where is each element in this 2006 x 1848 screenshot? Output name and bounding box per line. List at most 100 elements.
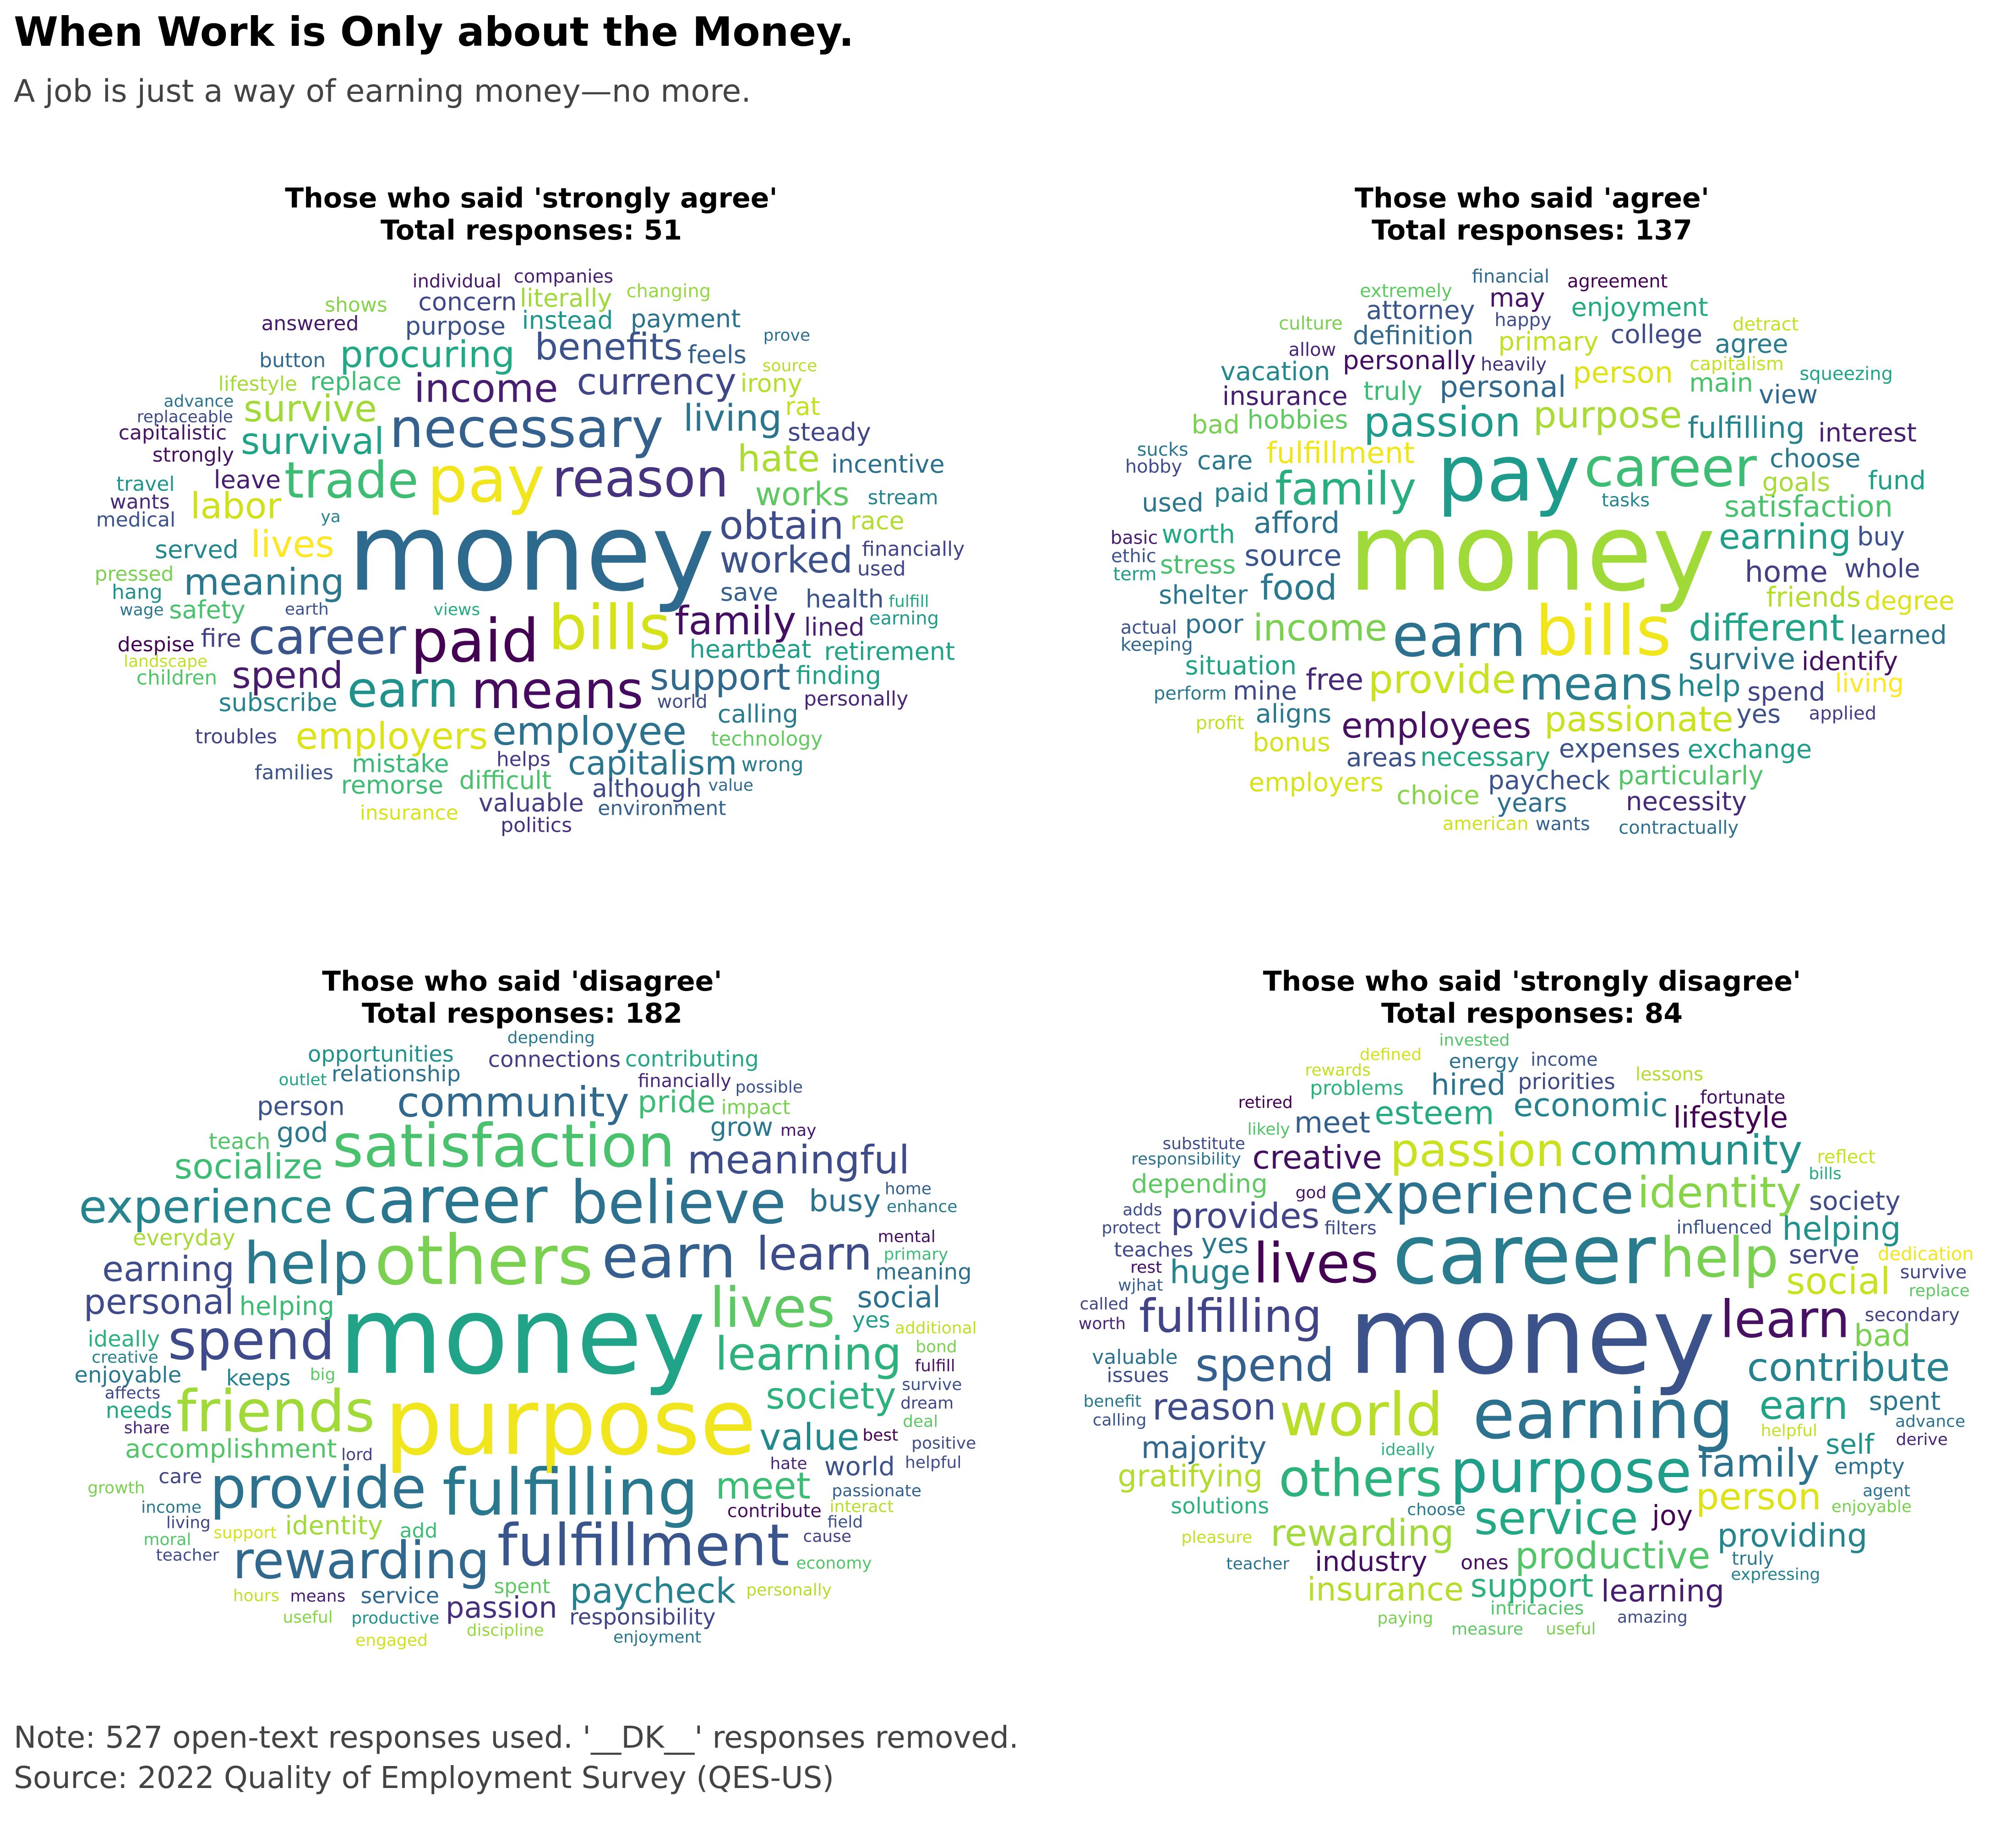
word-means: means — [290, 1587, 346, 1606]
word-mental: mental — [878, 1227, 936, 1246]
word-choose: choose — [1770, 444, 1860, 474]
word-earning: earning — [869, 608, 939, 629]
word-experience: experience — [79, 1180, 333, 1234]
word-views: views — [434, 600, 480, 619]
word-provides: provides — [1171, 1195, 1319, 1236]
panel-title-agree-total: Total responses: 137 — [1372, 214, 1692, 246]
word-lifestyle: lifestyle — [1673, 1101, 1788, 1135]
word-term: term — [1113, 564, 1156, 585]
word-additional: additional — [895, 1319, 977, 1338]
word-agreement: agreement — [1567, 271, 1668, 292]
word-goals: goals — [1762, 468, 1830, 497]
word-health: health — [806, 584, 884, 613]
word-cause: cause — [803, 1527, 851, 1546]
word-remorse: remorse — [341, 771, 443, 800]
word-yes: yes — [852, 1307, 890, 1333]
word-useful: useful — [283, 1608, 333, 1627]
word-means: means — [471, 661, 643, 720]
word-pride: pride — [638, 1084, 715, 1119]
word-stream: stream — [867, 486, 938, 509]
word-family: family — [1275, 462, 1417, 516]
word-survive: survive — [244, 387, 377, 430]
word-creative: creative — [1252, 1139, 1382, 1177]
word-world: world — [824, 1452, 895, 1482]
word-dream: dream — [900, 1394, 954, 1412]
word-college: college — [1610, 320, 1702, 349]
word-helpful: helpful — [1761, 1421, 1817, 1440]
word-moral: moral — [143, 1531, 191, 1549]
word-passion: passion — [1363, 398, 1521, 446]
panel-title-disagree-total: Total responses: 182 — [362, 998, 682, 1030]
word-others: others — [1279, 1449, 1442, 1509]
word-learned: learned — [1850, 620, 1947, 650]
word-lives: lives — [251, 523, 334, 566]
word-button: button — [259, 349, 326, 372]
word-exchange: exchange — [1687, 735, 1812, 764]
word-expenses: expenses — [1559, 734, 1680, 764]
word-fund: fund — [1868, 466, 1926, 496]
word-works: works — [755, 475, 850, 513]
word-advance: advance — [1895, 1412, 1965, 1431]
word-valuable: valuable — [1092, 1346, 1177, 1369]
word-detract: detract — [1733, 314, 1799, 335]
word-leave: leave — [214, 465, 281, 494]
word-whole: whole — [1844, 554, 1920, 583]
word-home: home — [1744, 555, 1827, 589]
word-wage: wage — [120, 601, 164, 620]
word-landscape: landscape — [124, 652, 207, 671]
word-meaning: meaning — [184, 561, 344, 604]
word-steady: steady — [788, 418, 871, 447]
word-applied: applied — [1809, 703, 1877, 724]
word-aligns: aligns — [1256, 699, 1332, 729]
word-fulfillment: fulfillment — [1266, 436, 1415, 470]
panel-title-strongly-disagree-label: Those who said 'strongly disagree' — [1263, 965, 1801, 998]
word-source: source — [763, 356, 818, 375]
word-meaning: meaning — [875, 1259, 971, 1285]
word-changing: changing — [627, 281, 711, 302]
word-defined: defined — [1360, 1045, 1422, 1064]
word-provide: provide — [210, 1454, 426, 1521]
word-enjoyable: enjoyable — [1832, 1498, 1912, 1516]
word-best: best — [862, 1426, 898, 1445]
word-wants: wants — [1536, 814, 1590, 835]
word-degree: degree — [1864, 586, 1954, 616]
word-financially: financially — [638, 1070, 731, 1091]
word-children: children — [136, 666, 218, 689]
word-american: american — [1443, 813, 1529, 834]
word-companies: companies — [514, 266, 613, 287]
word-ethic: ethic — [1111, 545, 1156, 567]
word-earn: earn — [1392, 600, 1526, 670]
word-satisfaction: satisfaction — [333, 1111, 675, 1181]
word-poor: poor — [1185, 610, 1244, 639]
word-support: support — [213, 1524, 277, 1543]
word-protect: protect — [1101, 1219, 1161, 1237]
word-spent: spent — [494, 1575, 550, 1598]
word-outlet: outlet — [279, 1071, 327, 1090]
word-actual: actual — [1121, 617, 1177, 638]
word-god: god — [277, 1117, 328, 1149]
word-years: years — [1497, 788, 1567, 818]
word-mistake: mistake — [352, 749, 449, 778]
word-vacation: vacation — [1221, 357, 1330, 387]
word-rewarding: rewarding — [1270, 1512, 1454, 1554]
source-text: Source: 2022 Quality of Employment Surve… — [14, 1760, 834, 1795]
footnote: Note: 527 open-text responses used. '__D… — [14, 1717, 1019, 1798]
word-necessary: necessary — [389, 397, 663, 460]
word-survive: survive — [1900, 1262, 1967, 1283]
panel-title-disagree: Those who said 'disagree' Total response… — [64, 965, 980, 1030]
word-hobbies: hobbies — [1247, 405, 1348, 435]
word-stress: stress — [1160, 550, 1236, 580]
word-socialize: socialize — [174, 1146, 323, 1187]
word-pay: pay — [1437, 429, 1581, 519]
word-buy: buy — [1857, 522, 1905, 552]
word-hate: hate — [770, 1454, 807, 1473]
word-spend: spend — [1195, 1338, 1334, 1392]
page-subtitle: A job is just a way of earning money—no … — [14, 73, 751, 109]
word-happy: happy — [1494, 310, 1551, 331]
word-truly: truly — [1732, 1548, 1774, 1569]
word-lives: lives — [710, 1276, 835, 1340]
word-families: families — [255, 761, 333, 785]
word-may: may — [1489, 283, 1545, 313]
word-reason: reason — [552, 448, 729, 509]
